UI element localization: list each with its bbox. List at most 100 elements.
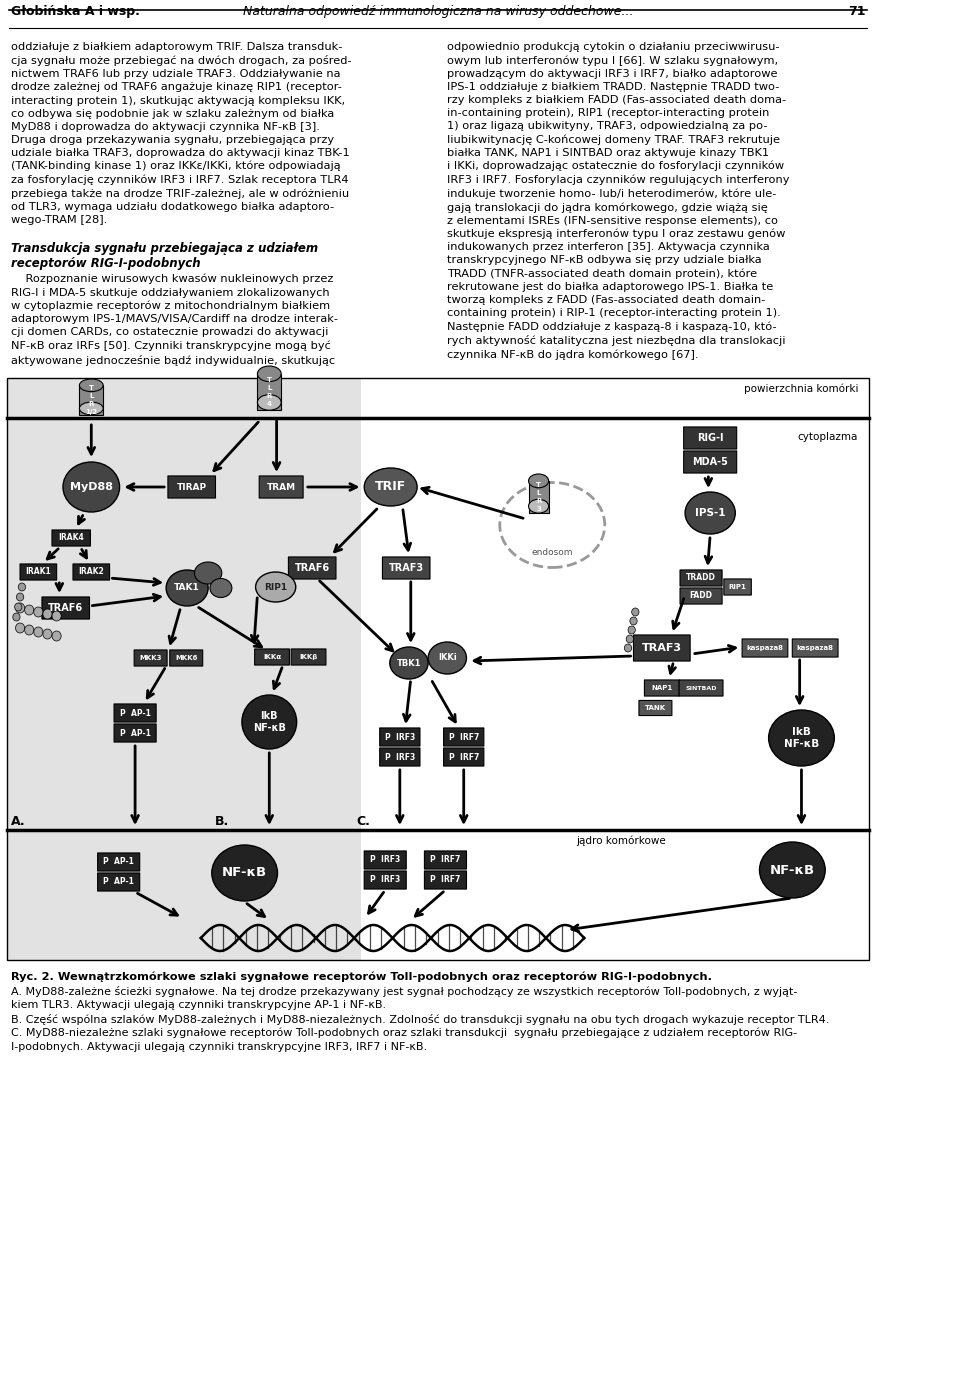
Text: Ryc. 2. Wewnątrzkomórkowe szlaki sygnałowe receptorów Toll-podobnych oraz recept: Ryc. 2. Wewnątrzkomórkowe szlaki sygnało…: [11, 972, 712, 982]
Ellipse shape: [80, 402, 103, 414]
Text: P  IRF3: P IRF3: [371, 875, 400, 885]
Text: TRAM: TRAM: [267, 482, 296, 492]
Text: L: L: [537, 490, 540, 496]
Circle shape: [14, 602, 22, 611]
FancyBboxPatch shape: [679, 680, 723, 697]
Circle shape: [18, 583, 26, 591]
Circle shape: [16, 593, 24, 601]
FancyBboxPatch shape: [364, 871, 406, 889]
Text: cytoplazma: cytoplazma: [798, 432, 858, 442]
Text: P  IRF7: P IRF7: [448, 733, 479, 741]
Text: powierzchnia komórki: powierzchnia komórki: [744, 384, 858, 395]
Text: R: R: [88, 402, 94, 407]
Text: Głobińska A i wsp.: Głobińska A i wsp.: [11, 6, 140, 18]
Circle shape: [25, 625, 34, 634]
Circle shape: [624, 644, 632, 652]
FancyBboxPatch shape: [114, 704, 156, 722]
Ellipse shape: [390, 647, 428, 679]
Text: T: T: [267, 377, 272, 384]
Ellipse shape: [63, 463, 120, 512]
Ellipse shape: [257, 366, 281, 382]
Text: 71: 71: [848, 6, 865, 18]
Circle shape: [630, 616, 637, 625]
Ellipse shape: [759, 842, 826, 897]
Circle shape: [12, 614, 20, 620]
FancyBboxPatch shape: [444, 748, 484, 766]
Circle shape: [632, 608, 639, 616]
Ellipse shape: [364, 468, 418, 506]
Text: Naturalna odpowiedź immunologiczna na wirusy oddechowe...: Naturalna odpowiedź immunologiczna na wi…: [243, 6, 634, 18]
Text: T: T: [88, 385, 94, 391]
Text: A.: A.: [11, 814, 26, 828]
Text: TAK1: TAK1: [175, 583, 200, 593]
Text: receptorów RIG-I-podobnych: receptorów RIG-I-podobnych: [11, 258, 201, 270]
Text: B. Część wspólna szlaków MyD88-zależnych i MyD88-niezależnych. Zdolność do trans: B. Część wspólna szlaków MyD88-zależnych…: [11, 1014, 829, 1025]
Text: kaspaza8: kaspaza8: [747, 645, 783, 651]
Text: C.: C.: [356, 814, 370, 828]
FancyBboxPatch shape: [380, 729, 420, 747]
Text: TANK: TANK: [645, 705, 666, 711]
Ellipse shape: [195, 562, 222, 584]
Text: P  IRF7: P IRF7: [430, 856, 461, 864]
Circle shape: [43, 609, 52, 619]
Text: TBK1: TBK1: [396, 658, 421, 668]
Text: FADD: FADD: [689, 591, 712, 601]
FancyBboxPatch shape: [170, 650, 203, 666]
Circle shape: [626, 634, 634, 643]
FancyBboxPatch shape: [382, 557, 430, 579]
Text: IRAK1: IRAK1: [26, 568, 51, 576]
Text: IKKα: IKKα: [263, 654, 281, 661]
FancyBboxPatch shape: [634, 634, 690, 661]
Text: B.: B.: [214, 814, 228, 828]
Text: IPS-1: IPS-1: [695, 508, 726, 518]
FancyBboxPatch shape: [291, 650, 326, 665]
FancyBboxPatch shape: [444, 729, 484, 747]
Text: A. MyD88-zależne ścieżki sygnałowe. Na tej drodze przekazywany jest sygnał pocho: A. MyD88-zależne ścieżki sygnałowe. Na t…: [11, 986, 798, 1010]
Circle shape: [15, 623, 25, 633]
Ellipse shape: [529, 474, 548, 488]
Text: IkB
NF-κB: IkB NF-κB: [784, 727, 819, 749]
Text: P  AP-1: P AP-1: [104, 878, 134, 886]
FancyBboxPatch shape: [114, 724, 156, 742]
Text: C. MyD88-niezależne szlaki sygnałowe receptorów Toll-podobnych oraz szlaki trans: C. MyD88-niezależne szlaki sygnałowe rec…: [11, 1028, 797, 1051]
Text: TRAF6: TRAF6: [295, 562, 329, 573]
Text: TRAF3: TRAF3: [642, 643, 682, 652]
FancyBboxPatch shape: [724, 579, 752, 596]
Ellipse shape: [769, 711, 834, 766]
Text: P  AP-1: P AP-1: [120, 709, 151, 717]
Circle shape: [628, 626, 636, 634]
Text: R: R: [267, 393, 272, 399]
Text: P  IRF3: P IRF3: [385, 752, 415, 762]
Bar: [8, 378, 361, 960]
FancyBboxPatch shape: [168, 476, 215, 499]
Text: Rozpoznanie wirusowych kwasów nukleinowych przez
RIG-I i MDA-5 skutkuje oddziały: Rozpoznanie wirusowych kwasów nukleinowy…: [11, 274, 338, 366]
FancyBboxPatch shape: [42, 597, 89, 619]
Text: TRIF: TRIF: [375, 481, 406, 493]
Text: P  IRF7: P IRF7: [430, 875, 461, 885]
Bar: [80, 385, 103, 414]
Text: jądro komórkowe: jądro komórkowe: [576, 837, 665, 846]
FancyBboxPatch shape: [680, 571, 722, 586]
Ellipse shape: [242, 695, 297, 749]
Ellipse shape: [212, 845, 277, 902]
Text: NF-κB: NF-κB: [222, 867, 267, 879]
Ellipse shape: [428, 643, 467, 674]
Ellipse shape: [529, 500, 548, 512]
Text: NAP1: NAP1: [651, 686, 672, 691]
FancyBboxPatch shape: [364, 850, 406, 868]
Text: RIG-I: RIG-I: [697, 434, 724, 443]
Circle shape: [52, 611, 61, 620]
FancyBboxPatch shape: [259, 476, 303, 499]
Text: IKKβ: IKKβ: [300, 654, 318, 661]
Text: RIP1: RIP1: [729, 584, 747, 590]
Bar: [8, 378, 869, 960]
FancyBboxPatch shape: [424, 850, 467, 868]
Text: RIP1: RIP1: [264, 583, 287, 591]
FancyBboxPatch shape: [52, 530, 90, 546]
Text: 1/2: 1/2: [85, 409, 97, 416]
Bar: [257, 374, 281, 410]
Text: MKK3: MKK3: [139, 655, 162, 661]
Text: Transdukcja sygnału przebiegająca z udziałem: Transdukcja sygnału przebiegająca z udzi…: [11, 242, 318, 255]
FancyBboxPatch shape: [684, 427, 736, 449]
Text: 4: 4: [267, 402, 272, 407]
